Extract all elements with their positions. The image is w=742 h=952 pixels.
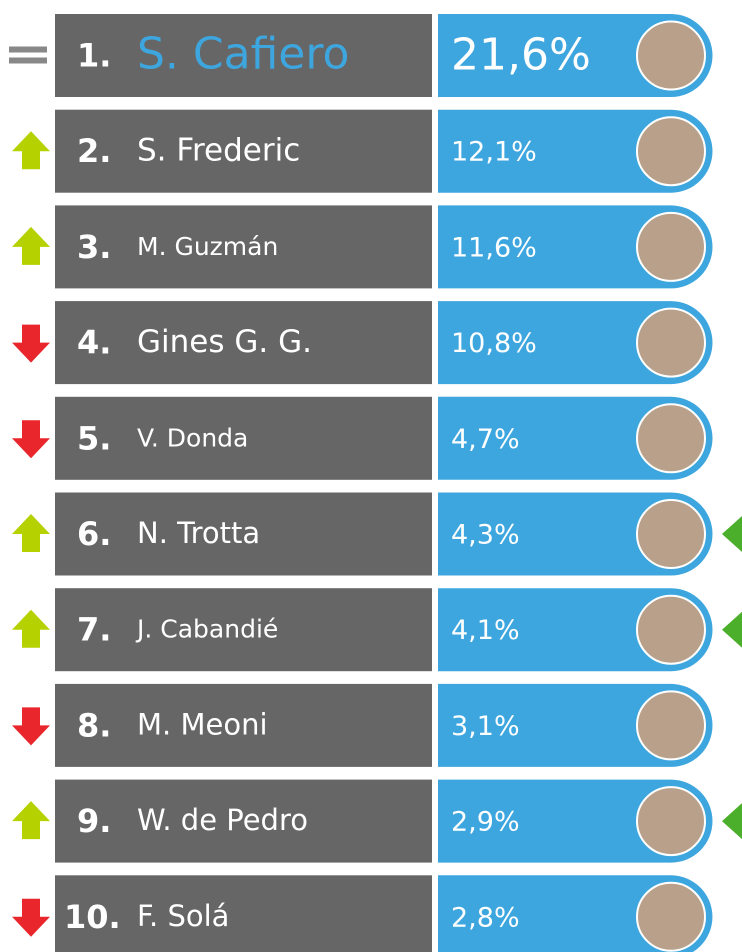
photo — [636, 499, 706, 569]
value: 3,1% — [451, 711, 520, 742]
trend-equal — [9, 57, 47, 64]
rank: 1. — [77, 37, 111, 75]
trend-down — [12, 707, 50, 746]
rank: 5. — [77, 419, 111, 457]
name: M. Meoni — [137, 707, 268, 741]
rank: 9. — [77, 802, 111, 840]
photo — [636, 786, 706, 857]
name: F. Solá — [137, 899, 229, 933]
name-box — [55, 875, 432, 952]
name-box — [55, 683, 432, 767]
trend-down — [12, 324, 50, 363]
trend-up — [12, 514, 50, 552]
name-box — [55, 109, 432, 193]
name: M. Guzmán — [137, 232, 278, 261]
trend-equal — [9, 46, 47, 53]
rank: 8. — [77, 706, 111, 744]
rank: 6. — [77, 515, 111, 553]
value: 4,3% — [451, 520, 520, 551]
value: 11,6% — [451, 232, 537, 263]
value: 21,6% — [451, 30, 591, 81]
side-marker — [722, 516, 742, 552]
name: V. Donda — [137, 423, 248, 452]
trend-up — [12, 801, 50, 840]
photo — [636, 20, 706, 91]
value: 12,1% — [451, 137, 537, 168]
photo — [636, 116, 706, 187]
name: Gines G. G. — [137, 324, 312, 360]
trend-up — [12, 131, 50, 170]
photo — [636, 211, 706, 282]
photo — [636, 881, 706, 952]
name: S. Frederic — [137, 133, 300, 169]
name-box — [55, 779, 432, 863]
rank: 10. — [64, 898, 121, 936]
name: W. de Pedro — [137, 803, 308, 837]
rank: 3. — [77, 228, 111, 266]
rank: 4. — [77, 324, 111, 362]
name: S. Cafiero — [137, 29, 349, 80]
name-box — [55, 205, 432, 289]
name: N. Trotta — [137, 516, 260, 550]
name-box — [55, 301, 432, 385]
name: J. Cabandié — [135, 615, 278, 644]
value: 2,9% — [451, 807, 520, 838]
value: 2,8% — [451, 902, 520, 933]
rank: 7. — [77, 611, 111, 649]
value: 10,8% — [451, 328, 537, 359]
photo — [636, 690, 706, 761]
side-marker — [722, 611, 742, 648]
side-marker — [722, 803, 742, 840]
photo — [636, 594, 706, 665]
photo — [636, 403, 706, 474]
trend-down — [12, 898, 50, 937]
name-box — [55, 588, 432, 672]
name-box — [55, 492, 432, 576]
value: 4,7% — [451, 424, 520, 455]
value: 4,1% — [451, 615, 520, 646]
trend-down — [12, 420, 50, 459]
rank: 2. — [77, 132, 111, 170]
trend-up — [12, 609, 50, 648]
name-box — [55, 14, 432, 97]
trend-up — [12, 226, 50, 265]
photo — [636, 307, 706, 378]
name-box — [55, 396, 432, 480]
